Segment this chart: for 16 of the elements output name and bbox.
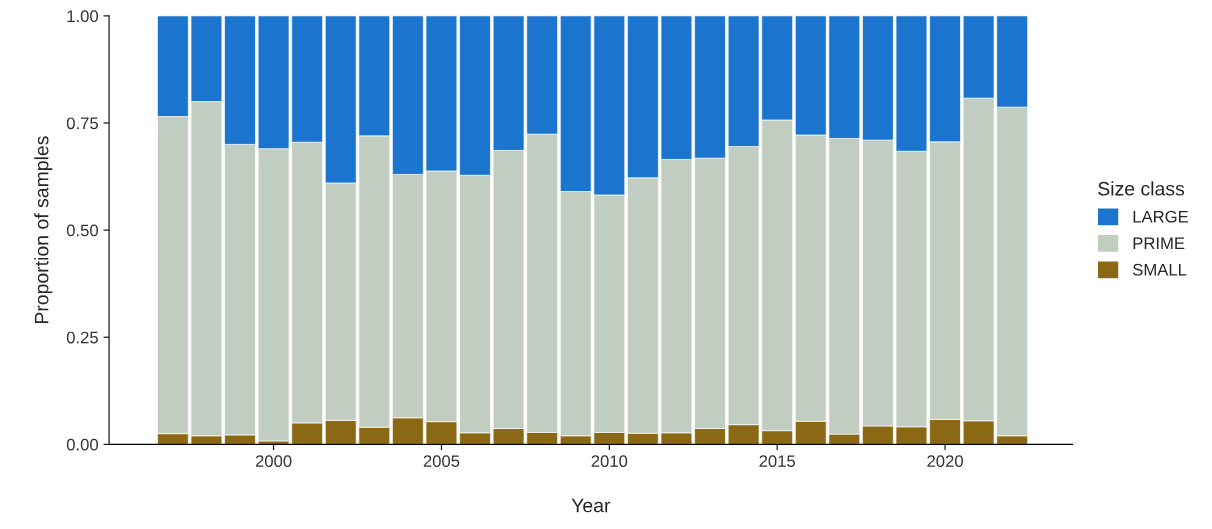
x-tick-label: 2010 [591, 455, 628, 468]
x-tick-label: 2005 [423, 455, 460, 468]
y-axis-title: Proportion of samples [34, 136, 53, 324]
x-tick-label: 2015 [759, 455, 796, 468]
legend-title: Size class [1098, 181, 1185, 196]
x-tick-label: 2000 [255, 455, 292, 468]
y-tick-label: 1.00 [67, 10, 99, 23]
y-tick-label: 0.75 [66, 117, 98, 130]
x-tick-label: 2020 [927, 455, 963, 468]
y-tick-label: 0.25 [66, 331, 98, 344]
x-axis-title: Year [571, 498, 611, 513]
legend-label: SMALL [1133, 263, 1187, 276]
y-tick-label: 0.00 [66, 438, 99, 451]
legend-label: LARGE [1133, 210, 1189, 223]
y-tick-label: 0.50 [66, 224, 99, 237]
legend-label: PRIME [1133, 237, 1185, 249]
